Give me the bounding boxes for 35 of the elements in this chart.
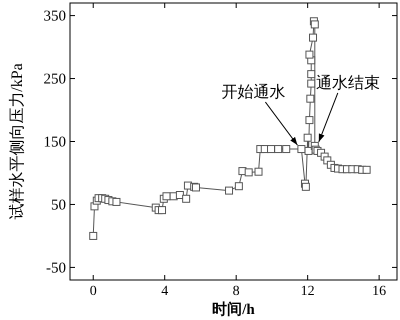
- x-tick-label: 8: [232, 284, 240, 299]
- point: [362, 166, 371, 174]
- x-axis-title: 时间/h: [212, 301, 256, 318]
- point: [307, 70, 316, 78]
- y-tick-label: -50: [46, 260, 66, 276]
- point: [297, 145, 306, 154]
- x-tick-label: 0: [90, 284, 97, 299]
- y-tick-label: 250: [44, 72, 66, 88]
- point: [306, 94, 314, 103]
- y-tick-label: 150: [44, 134, 66, 150]
- annotation: 通水结束: [316, 74, 380, 92]
- point: [305, 50, 314, 59]
- point: [274, 145, 282, 154]
- point: [225, 186, 234, 195]
- point: [182, 194, 190, 203]
- point: [307, 80, 316, 88]
- point: [309, 34, 318, 42]
- y-tick-label: 50: [51, 197, 66, 214]
- point: [305, 116, 314, 124]
- point: [310, 20, 319, 28]
- point: [304, 134, 312, 142]
- y-tick-label: 350: [44, 8, 66, 25]
- annotation: 开始通水: [221, 83, 286, 102]
- x-tick-label: 16: [372, 284, 386, 299]
- point: [254, 168, 263, 176]
- point: [282, 145, 290, 154]
- x-tick-label: 12: [300, 284, 315, 299]
- point: [302, 182, 310, 191]
- point: [234, 182, 243, 190]
- point: [158, 206, 166, 214]
- point: [89, 232, 98, 240]
- x-tick-label: 4: [161, 284, 168, 299]
- point: [112, 198, 120, 206]
- point: [244, 168, 253, 176]
- y-axis-title: 试样水平侧向压力/kPa: [8, 63, 26, 220]
